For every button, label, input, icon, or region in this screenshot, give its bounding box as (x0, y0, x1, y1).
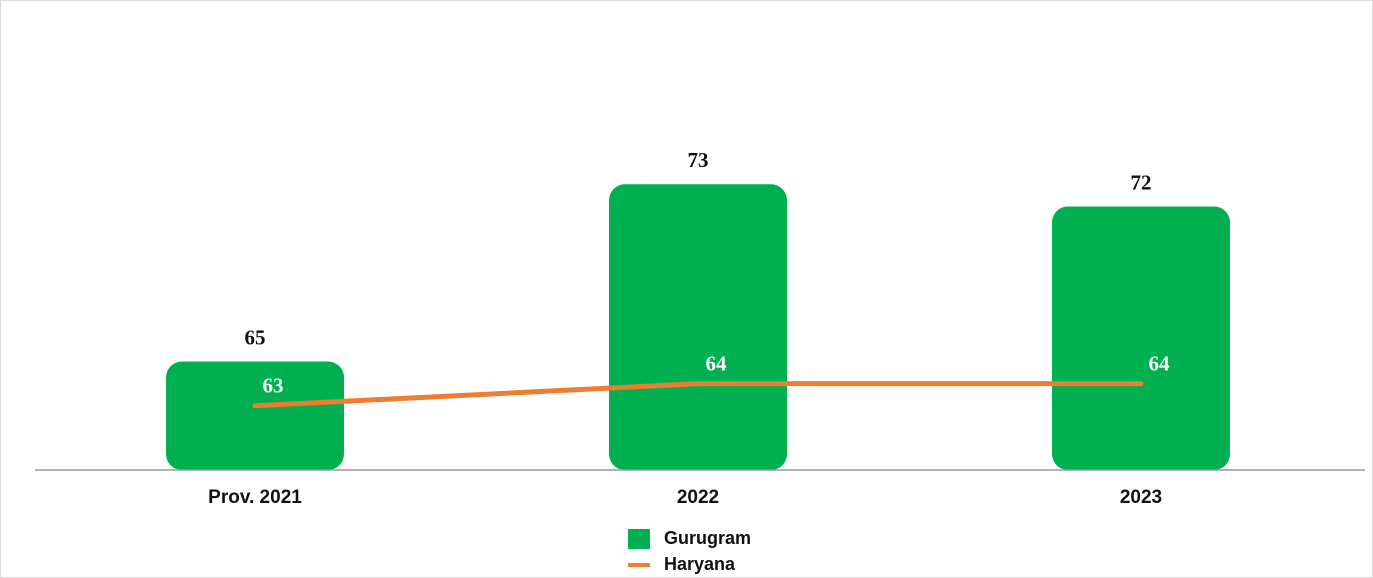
x-tick-label: 2023 (1120, 487, 1162, 508)
bar (166, 361, 344, 470)
line-series (252, 381, 1144, 409)
legend-label: Haryana (664, 554, 736, 574)
bar-value-label: 72 (1131, 170, 1152, 194)
bar (609, 184, 787, 471)
bar-value-label: 73 (688, 148, 709, 172)
legend-swatch (628, 529, 650, 549)
line-value-label: 64 (706, 351, 728, 375)
line-value-label: 64 (1149, 351, 1171, 375)
bar (1052, 206, 1230, 471)
x-tick-label: 2022 (677, 487, 719, 508)
line-value-label: 63 (263, 374, 284, 398)
bar-value-label: 65 (245, 325, 266, 349)
x-tick-label: Prov. 2021 (208, 487, 302, 508)
legend-label: Gurugram (664, 528, 751, 548)
